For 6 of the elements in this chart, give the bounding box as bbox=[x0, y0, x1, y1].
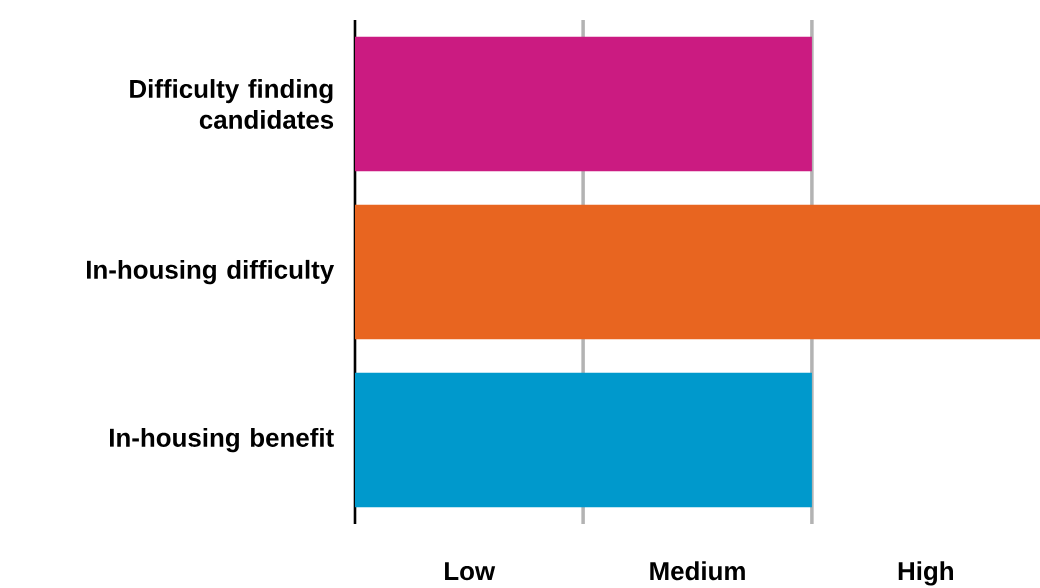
y-tick-label: Difficulty finding candidates bbox=[130, 79, 334, 129]
text: Medium bbox=[650, 561, 745, 581]
y-tick-label: In-housing benefit bbox=[110, 427, 334, 453]
y-tick-label: In-housing difficulty bbox=[86, 259, 335, 285]
text: Low bbox=[445, 562, 496, 581]
text: High bbox=[898, 561, 953, 586]
